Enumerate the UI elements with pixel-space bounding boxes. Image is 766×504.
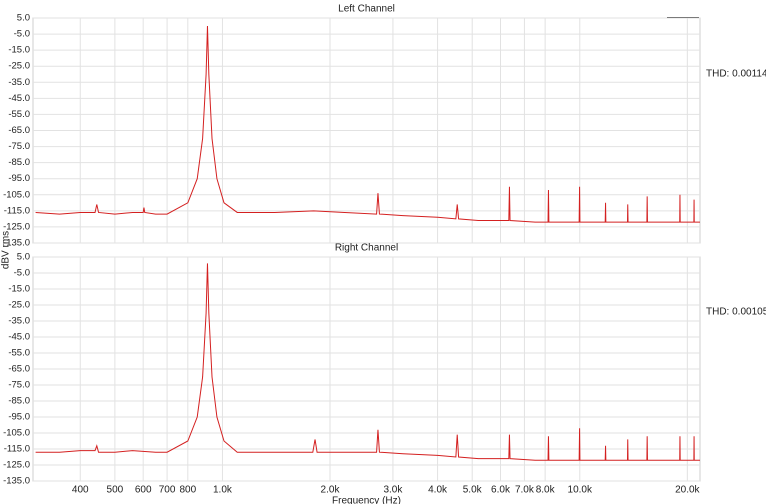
- chart-title: Left Channel: [338, 4, 395, 15]
- y-tick-label: -25.0: [8, 300, 30, 311]
- y-tick-label: -25.0: [8, 61, 30, 72]
- y-tick-label: -85.0: [8, 157, 30, 168]
- x-tick-label: 20.0k: [675, 485, 700, 496]
- y-tick-label: -15.0: [8, 45, 30, 56]
- y-tick-label: -45.0: [8, 93, 30, 104]
- x-axis-label: Frequency (Hz): [332, 496, 401, 504]
- y-tick-label: 5.0: [17, 13, 30, 24]
- thd-annotation: THD: 0.00105: [706, 307, 766, 318]
- x-tick-label: 4.0k: [428, 485, 448, 496]
- y-tick-label: -15.0: [8, 284, 30, 295]
- y-tick-label: -105.0: [3, 189, 30, 200]
- y-tick-label: -95.0: [8, 173, 30, 184]
- x-tick-label: 8.0k: [536, 485, 556, 496]
- x-tick-label: 700: [159, 485, 176, 496]
- y-tick-label: 5.0: [17, 252, 30, 263]
- thd-annotation: THD: 0.00114: [706, 69, 766, 80]
- y-tick-label: -135.0: [3, 476, 30, 487]
- y-axis-label: dBV rms: [1, 231, 12, 269]
- y-tick-label: -55.0: [8, 348, 30, 359]
- x-tick-label: 500: [107, 485, 124, 496]
- y-tick-label: -135.0: [3, 238, 30, 249]
- y-tick-label: -5.0: [14, 29, 30, 40]
- y-tick-label: -5.0: [14, 268, 30, 279]
- x-tick-label: 2.0k: [321, 485, 341, 496]
- x-tick-label: 1.0k: [213, 485, 233, 496]
- x-tick-label: 10.0k: [568, 485, 593, 496]
- y-tick-label: -35.0: [8, 316, 30, 327]
- spectrum-line: [35, 26, 700, 223]
- x-tick-label: 3.0k: [383, 485, 403, 496]
- y-tick-label: -45.0: [8, 332, 30, 343]
- y-tick-label: -65.0: [8, 364, 30, 375]
- x-tick-label: 5.0k: [463, 485, 483, 496]
- spectrum-line: [35, 263, 700, 461]
- x-tick-label: 800: [179, 485, 196, 496]
- x-tick-label: 400: [72, 485, 89, 496]
- x-tick-label: 7.0k: [515, 485, 535, 496]
- y-tick-label: -125.0: [3, 221, 30, 232]
- y-tick-label: -35.0: [8, 77, 30, 88]
- y-tick-label: -105.0: [3, 428, 30, 439]
- y-tick-label: -55.0: [8, 109, 30, 120]
- y-tick-label: -115.0: [4, 444, 30, 455]
- x-tick-label: 6.0k: [491, 485, 511, 496]
- y-tick-label: -85.0: [8, 396, 30, 407]
- y-tick-label: -115.0: [4, 205, 30, 216]
- y-tick-label: -75.0: [8, 380, 30, 391]
- y-tick-label: -125.0: [3, 460, 30, 471]
- chart-title: Right Channel: [335, 243, 398, 254]
- y-tick-label: -65.0: [8, 125, 30, 136]
- y-tick-label: -75.0: [8, 141, 30, 152]
- y-tick-label: -95.0: [8, 412, 30, 423]
- x-tick-label: 600: [135, 485, 152, 496]
